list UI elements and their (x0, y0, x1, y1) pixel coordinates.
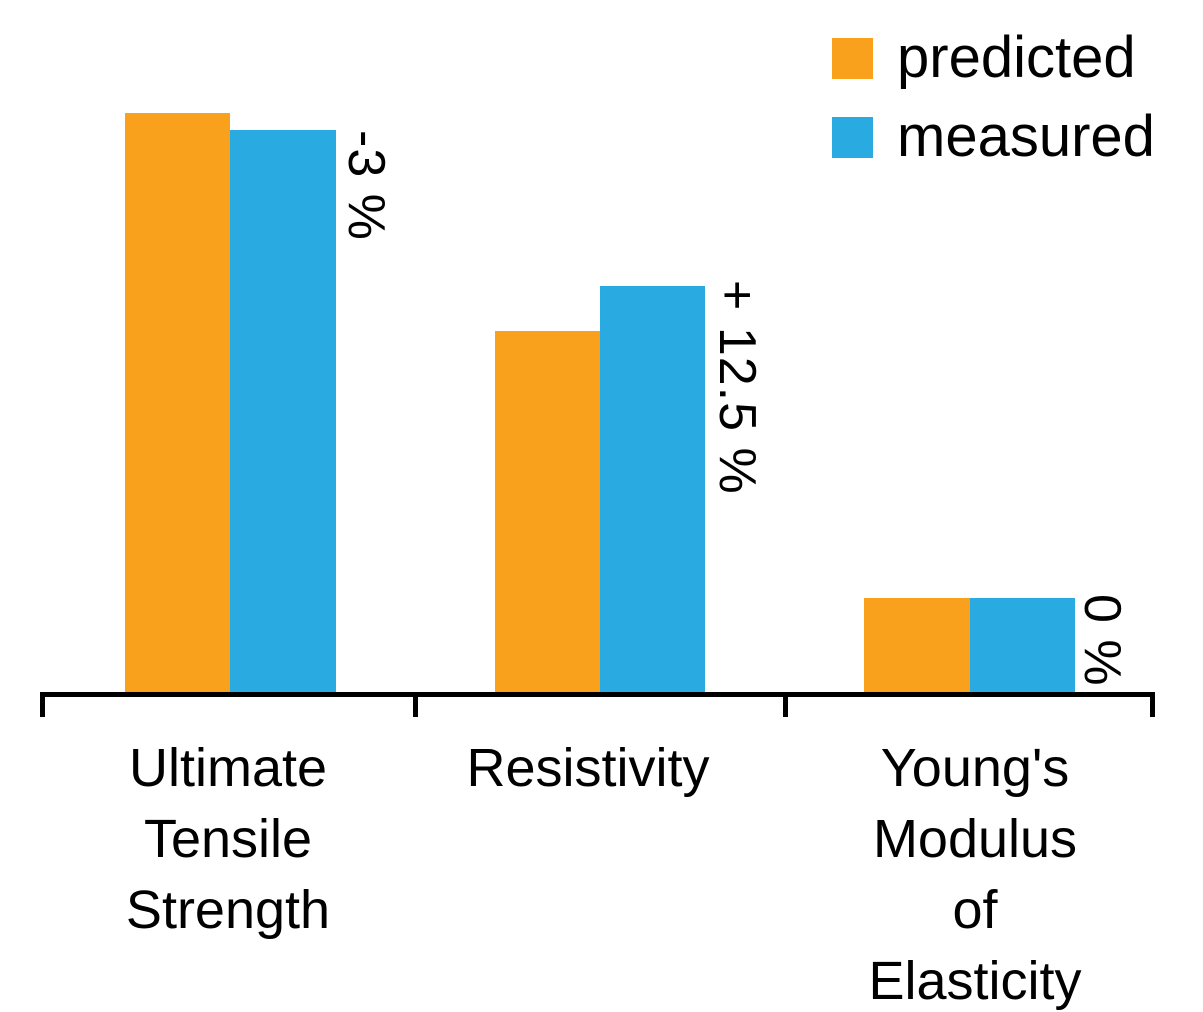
category-label-youngs-modulus: Young's Modulus of Elasticity (868, 738, 1082, 1011)
x-axis-tick (413, 692, 418, 717)
annotation-difference-youngs-modulus: 0 % (1073, 594, 1131, 687)
legend-item-predicted: predicted (832, 27, 1136, 89)
category-label-ultimate-tensile-strength: Ultimate Tensile Strength (125, 738, 331, 940)
legend-swatch-predicted (832, 37, 873, 79)
annotation-difference-uts: -3 % (337, 130, 395, 241)
bar-measured-youngs-modulus (970, 598, 1075, 692)
category-label-resistivity: Resistivity (466, 738, 710, 798)
legend-swatch-measured (832, 116, 873, 158)
legend-label-measured: measured (897, 104, 1155, 169)
x-axis-line (40, 692, 1155, 697)
bar-measured-resistivity (600, 286, 705, 692)
annotation-difference-resistivity: + 12.5 % (708, 280, 766, 495)
bar-measured-ultimate-tensile-strength (230, 129, 336, 692)
x-axis-tick (1150, 692, 1155, 717)
legend-item-measured: measured (832, 106, 1155, 168)
legend-label-predicted: predicted (897, 25, 1136, 90)
x-axis-tick (783, 692, 788, 717)
bar-predicted-youngs-modulus (864, 598, 970, 692)
bar-predicted-resistivity (495, 331, 600, 692)
bar-predicted-ultimate-tensile-strength (125, 113, 230, 692)
x-axis-tick (40, 692, 45, 717)
